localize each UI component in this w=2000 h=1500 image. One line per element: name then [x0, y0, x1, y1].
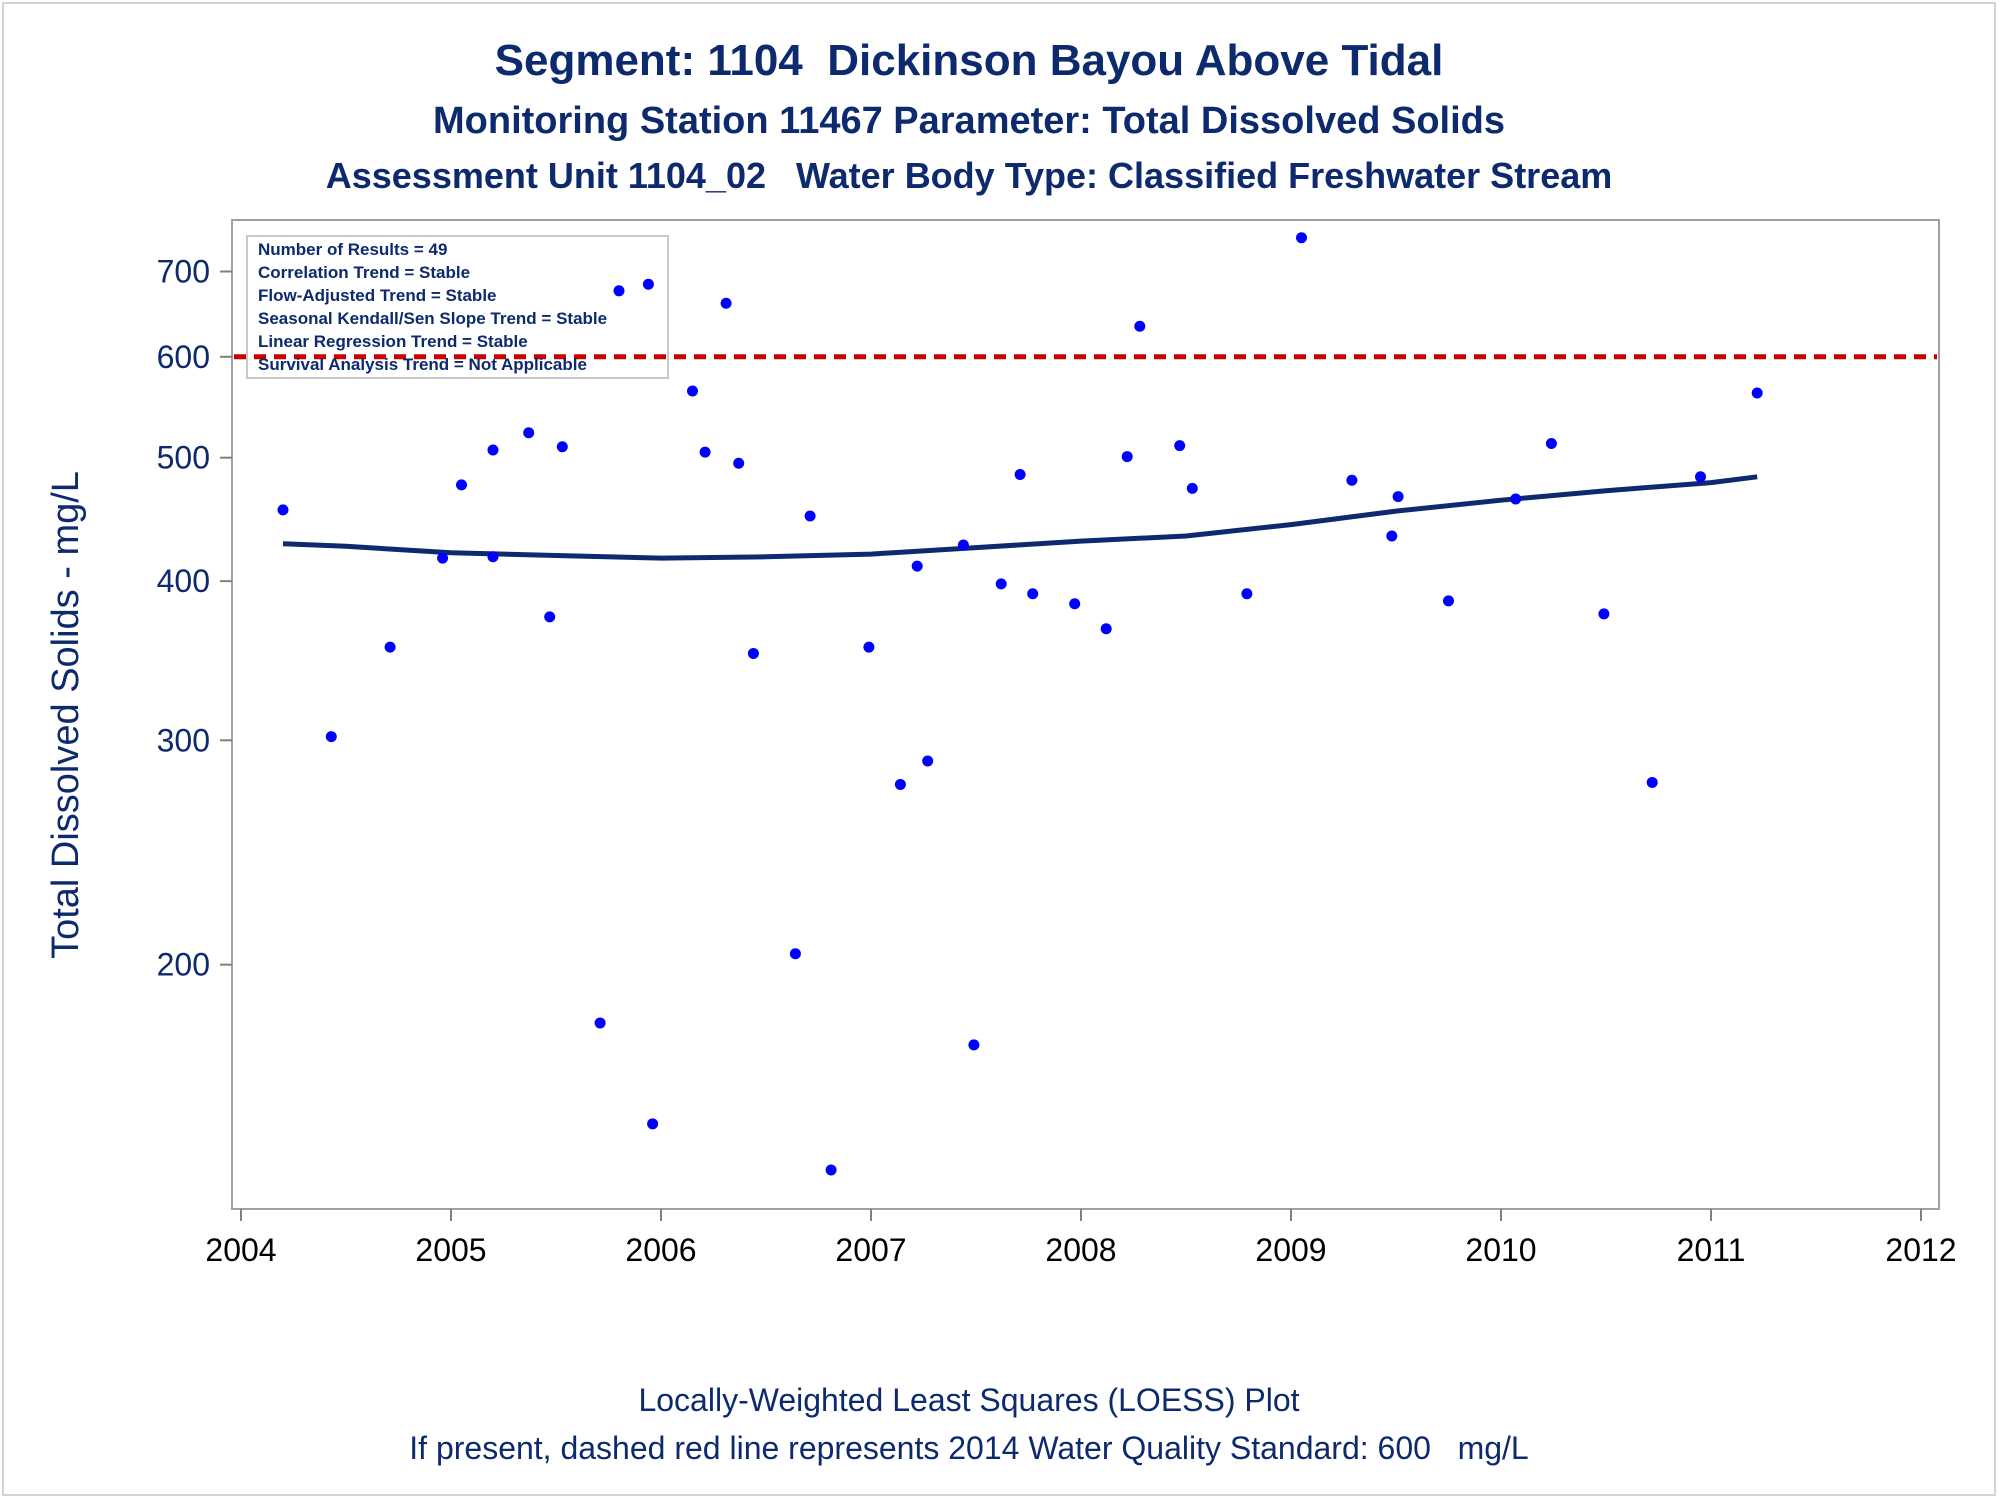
x-tick-label: 2006 [625, 1232, 696, 1268]
data-point [1386, 530, 1398, 542]
data-point [613, 285, 625, 297]
data-point [1346, 474, 1358, 486]
y-tick-label: 300 [157, 722, 210, 758]
data-point [437, 552, 449, 564]
data-point [325, 731, 337, 743]
data-point [1121, 451, 1133, 463]
data-point [863, 641, 875, 653]
annotation-line: Survival Analysis Trend = Not Applicable [258, 355, 587, 374]
data-point [687, 385, 698, 397]
chart-subtitle-2: Assessment Unit 1104_02 Water Body Type:… [325, 155, 1613, 196]
data-point [277, 504, 289, 516]
data-point [1027, 588, 1039, 600]
data-point [456, 479, 467, 491]
data-point [894, 778, 906, 790]
data-point [1174, 440, 1186, 452]
y-tick-label: 200 [157, 947, 210, 983]
data-point [804, 510, 816, 522]
x-tick-label: 2009 [1255, 1232, 1326, 1268]
data-point [789, 948, 801, 960]
data-point [968, 1039, 980, 1051]
x-tick-label: 2010 [1465, 1232, 1536, 1268]
data-point [1186, 482, 1198, 494]
annotation-box [246, 235, 669, 379]
y-tick-label: 700 [157, 254, 210, 290]
data-point [1598, 608, 1610, 620]
chart-subtitle: Monitoring Station 11467 Parameter: Tota… [433, 100, 1505, 142]
annotation-line: Correlation Trend = Stable [258, 263, 470, 282]
data-point [995, 578, 1007, 590]
data-point [922, 755, 934, 767]
loess-curve [282, 474, 1758, 561]
data-point [1646, 776, 1658, 788]
data-point [556, 441, 568, 453]
footnote-standard: If present, dashed red line represents 2… [409, 1430, 1529, 1466]
annotation-line: Number of Results = 49 [258, 240, 447, 259]
data-point [487, 444, 499, 456]
data-point [1443, 595, 1454, 607]
y-axis-label-group: Total Dissolved Solids - mg/L [45, 471, 87, 959]
data-point [1296, 232, 1307, 244]
x-tick-label: 2004 [205, 1232, 276, 1268]
data-point [1241, 588, 1253, 600]
data-point [1545, 437, 1557, 449]
data-point [1134, 320, 1146, 332]
x-tick-label: 2007 [835, 1232, 906, 1268]
data-point [1392, 491, 1404, 503]
chart-title: Segment: 1104 Dickinson Bayou Above Tida… [494, 36, 1444, 85]
data-point [594, 1017, 606, 1029]
footnote-loess: Locally-Weighted Least Squares (LOESS) P… [638, 1382, 1300, 1418]
data-point [911, 560, 923, 572]
data-point [825, 1164, 837, 1176]
x-tick-label: 2011 [1677, 1232, 1746, 1268]
annotation-line: Linear Regression Trend = Stable [258, 332, 528, 351]
y-tick-label: 500 [157, 440, 210, 476]
data-point [523, 427, 535, 439]
data-point [487, 551, 499, 563]
data-point [1751, 387, 1763, 399]
data-point [1069, 598, 1081, 610]
data-point [720, 297, 732, 309]
plot-area-frame [231, 219, 1940, 1210]
data-point [699, 446, 711, 458]
y-axis-label: Total Dissolved Solids - mg/L [45, 471, 87, 959]
annotation-line: Flow-Adjusted Trend = Stable [258, 286, 497, 305]
data-point [1014, 469, 1026, 481]
data-point [642, 278, 654, 290]
x-tick-label: 2008 [1045, 1232, 1116, 1268]
annotation-line: Seasonal Kendall/Sen Slope Trend = Stabl… [258, 309, 607, 328]
data-point [1100, 623, 1112, 635]
data-point [647, 1118, 659, 1130]
y-tick-label: 400 [157, 563, 210, 599]
data-point [384, 641, 396, 653]
data-point [1695, 471, 1706, 483]
data-point [957, 539, 969, 551]
data-point [1510, 493, 1522, 505]
x-tick-label: 2005 [415, 1232, 486, 1268]
data-point [747, 647, 759, 659]
data-point [733, 457, 745, 469]
y-tick-label: 600 [157, 339, 210, 375]
data-point [544, 611, 556, 623]
x-tick-label: 2012 [1885, 1232, 1956, 1268]
